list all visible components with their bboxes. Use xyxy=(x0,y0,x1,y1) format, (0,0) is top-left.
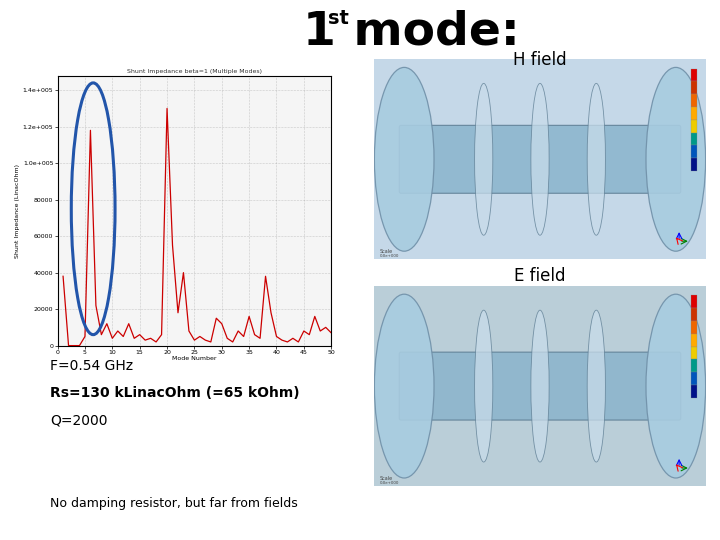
Ellipse shape xyxy=(474,83,492,235)
Bar xyxy=(690,132,697,145)
Bar xyxy=(690,385,697,397)
Ellipse shape xyxy=(588,310,606,462)
Text: Scale: Scale xyxy=(379,249,392,254)
Bar xyxy=(690,120,697,132)
Text: H field: H field xyxy=(513,51,567,69)
Ellipse shape xyxy=(374,68,434,251)
Bar xyxy=(690,94,697,107)
Text: 0.0e+000: 0.0e+000 xyxy=(379,254,399,258)
Text: st: st xyxy=(328,9,348,28)
Bar xyxy=(690,145,697,158)
Bar xyxy=(690,107,697,120)
Text: Q=2000: Q=2000 xyxy=(50,413,108,427)
Text: Rs=130 kLinacOhm (=65 kOhm): Rs=130 kLinacOhm (=65 kOhm) xyxy=(50,386,300,400)
Text: F=0.54 GHz: F=0.54 GHz xyxy=(50,359,133,373)
Bar xyxy=(690,359,697,372)
FancyBboxPatch shape xyxy=(374,286,706,486)
Ellipse shape xyxy=(531,310,549,462)
Bar xyxy=(690,295,697,308)
Bar xyxy=(690,308,697,321)
Text: 1: 1 xyxy=(302,10,336,55)
Ellipse shape xyxy=(531,83,549,235)
Ellipse shape xyxy=(588,83,606,235)
Text: mode:: mode: xyxy=(337,10,520,55)
Text: E field: E field xyxy=(514,267,566,285)
Bar xyxy=(690,334,697,347)
Text: No damping resistor, but far from fields: No damping resistor, but far from fields xyxy=(50,497,298,510)
Ellipse shape xyxy=(474,310,492,462)
Bar xyxy=(690,372,697,385)
FancyBboxPatch shape xyxy=(374,59,706,259)
X-axis label: Mode Number: Mode Number xyxy=(172,356,217,361)
Bar xyxy=(690,69,697,82)
Title: Shunt Impedance beta=1 (Multiple Modes): Shunt Impedance beta=1 (Multiple Modes) xyxy=(127,69,262,74)
FancyBboxPatch shape xyxy=(399,352,681,420)
Ellipse shape xyxy=(374,294,434,478)
Ellipse shape xyxy=(646,294,706,478)
Bar xyxy=(690,158,697,171)
Bar xyxy=(690,321,697,334)
Ellipse shape xyxy=(646,68,706,251)
Y-axis label: Shunt Impedance (LinacOhm): Shunt Impedance (LinacOhm) xyxy=(15,164,20,258)
Bar xyxy=(690,347,697,359)
Bar xyxy=(690,82,697,94)
Text: Scale: Scale xyxy=(379,476,392,481)
FancyBboxPatch shape xyxy=(399,125,681,193)
Text: 0.0e+000: 0.0e+000 xyxy=(379,481,399,485)
